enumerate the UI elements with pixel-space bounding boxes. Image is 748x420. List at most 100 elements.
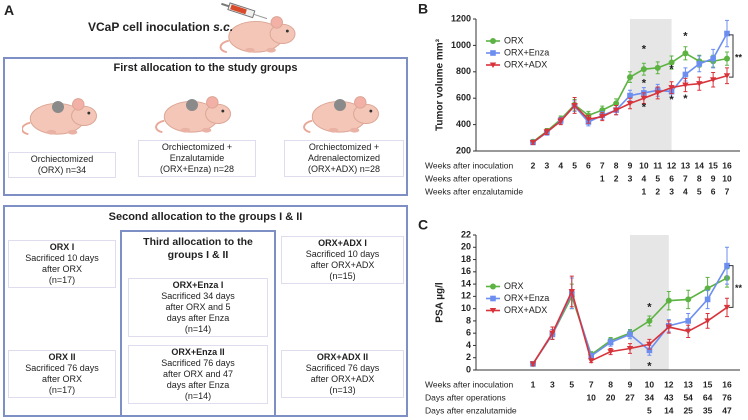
marker [685, 318, 691, 324]
marker [696, 61, 703, 67]
marker [489, 308, 497, 314]
box-title: groups I & II [167, 249, 229, 261]
marker [646, 347, 653, 354]
group-text: Enzalutamide [169, 153, 225, 163]
group-name: ORX+Enza II [171, 347, 225, 357]
marker [627, 92, 633, 99]
group-text: (n=13) [329, 385, 356, 395]
legend-label: ORX+ADX [504, 59, 547, 69]
row-label: Weeks after inoculation [425, 379, 513, 389]
row-value: 8 [697, 173, 702, 183]
group-card: Orchiectomized + Adrenalectomized (ORX+ADX… [284, 140, 404, 177]
marker [685, 328, 692, 335]
x-tick-label: 2 [531, 160, 536, 170]
tumor-icon [52, 101, 64, 113]
x-tick-label: 13 [683, 379, 693, 389]
group-text: Orchiectomized + [161, 142, 233, 152]
x-tick-label: 12 [667, 160, 677, 170]
row-value: 7 [725, 186, 730, 196]
row-value: 6 [711, 186, 716, 196]
x-tick-label: 7 [589, 379, 594, 389]
marker [668, 59, 675, 66]
x-tick-label: 12 [664, 379, 674, 389]
y-tick-label: 400 [456, 119, 471, 129]
marker [654, 64, 661, 71]
row-label: Days after operations [425, 392, 506, 402]
marker [640, 95, 648, 102]
row-value: 2 [655, 186, 660, 196]
x-tick-label: 1 [531, 379, 536, 389]
title-text: VCaP cell inoculation [88, 20, 210, 34]
row-value: 76 [722, 392, 732, 402]
marker [696, 81, 703, 87]
x-tick-label: 8 [608, 379, 613, 389]
marker [654, 90, 661, 96]
significance-mark: * [647, 360, 652, 372]
marker [490, 295, 496, 302]
marker [626, 346, 634, 352]
group-card: Orchiectomized (ORX) n=34 [8, 152, 116, 178]
marker [557, 118, 564, 125]
marker [627, 331, 633, 338]
panel-label: B [418, 1, 428, 17]
x-tick-label: 15 [708, 160, 718, 170]
x-tick-label: 8 [614, 160, 619, 170]
legend-label: ORX+Enza [504, 47, 549, 57]
y-axis-label: Tumor volume mm³ [435, 38, 446, 131]
group-card: ORX+ADX I Sacrificed 10 days after ORX+ADX… [281, 236, 404, 284]
group-text: (n=14) [184, 324, 212, 334]
row-value: 47 [722, 405, 732, 415]
y-tick-label: 14 [461, 278, 471, 288]
row-value: 64 [703, 392, 713, 402]
marker [668, 85, 675, 91]
third-allocation-box [120, 230, 276, 417]
group-text: (n=14) [184, 391, 212, 401]
group-text: after ORX+ADX [310, 260, 375, 270]
x-tick-label: 9 [628, 379, 633, 389]
y-tick-label: 6 [466, 328, 471, 338]
marker [490, 283, 496, 290]
row-value: 7 [683, 173, 688, 183]
marker [710, 55, 716, 62]
y-tick-label: 800 [456, 66, 471, 76]
row-value: 5 [655, 173, 660, 183]
bracket [729, 34, 734, 78]
marker [640, 66, 647, 73]
row-value: 35 [703, 405, 713, 415]
y-tick-label: 16 [461, 266, 471, 276]
significance-mark: * [642, 101, 647, 113]
tumor-icon [334, 99, 346, 111]
group-card: ORX+Enza I Sacrificed 34 days after ORX an… [128, 278, 268, 337]
x-tick-label: 5 [572, 160, 577, 170]
y-tick-label: 1200 [451, 13, 471, 23]
row-value: 2 [614, 173, 619, 183]
group-text: Sacrificed 76 days [305, 363, 380, 373]
legend-label: ORX [504, 281, 524, 291]
y-tick-label: 20 [461, 242, 471, 252]
group-text: after ORX [41, 374, 82, 384]
panel-label: A [4, 2, 15, 18]
row-label: Weeks after enzalutamide [425, 186, 523, 196]
y-tick-label: 200 [456, 145, 471, 155]
legend-label: ORX+Enza [504, 293, 549, 303]
row-label: Weeks after inoculation [425, 160, 513, 170]
row-value: 34 [645, 392, 655, 402]
row-value: 1 [641, 186, 646, 196]
first-allocation-box [3, 57, 408, 196]
marker [704, 318, 711, 324]
x-tick-label: 10 [645, 379, 655, 389]
row-value: 10 [722, 173, 732, 183]
row-value: 14 [664, 405, 674, 415]
group-text: after ORX and 47 [162, 369, 234, 379]
bracket-label: ** [735, 283, 743, 293]
group-text: after ORX+ADX [310, 374, 375, 384]
group-text: Sacrificed 76 days [161, 358, 235, 368]
y-tick-label: 2 [466, 352, 471, 362]
marker [599, 114, 606, 120]
syringe-icon [221, 2, 268, 20]
row-value: 1 [600, 173, 605, 183]
group-text: (n=15) [329, 271, 356, 281]
row-value: 3 [628, 173, 633, 183]
y-tick-label: 1000 [451, 40, 471, 50]
